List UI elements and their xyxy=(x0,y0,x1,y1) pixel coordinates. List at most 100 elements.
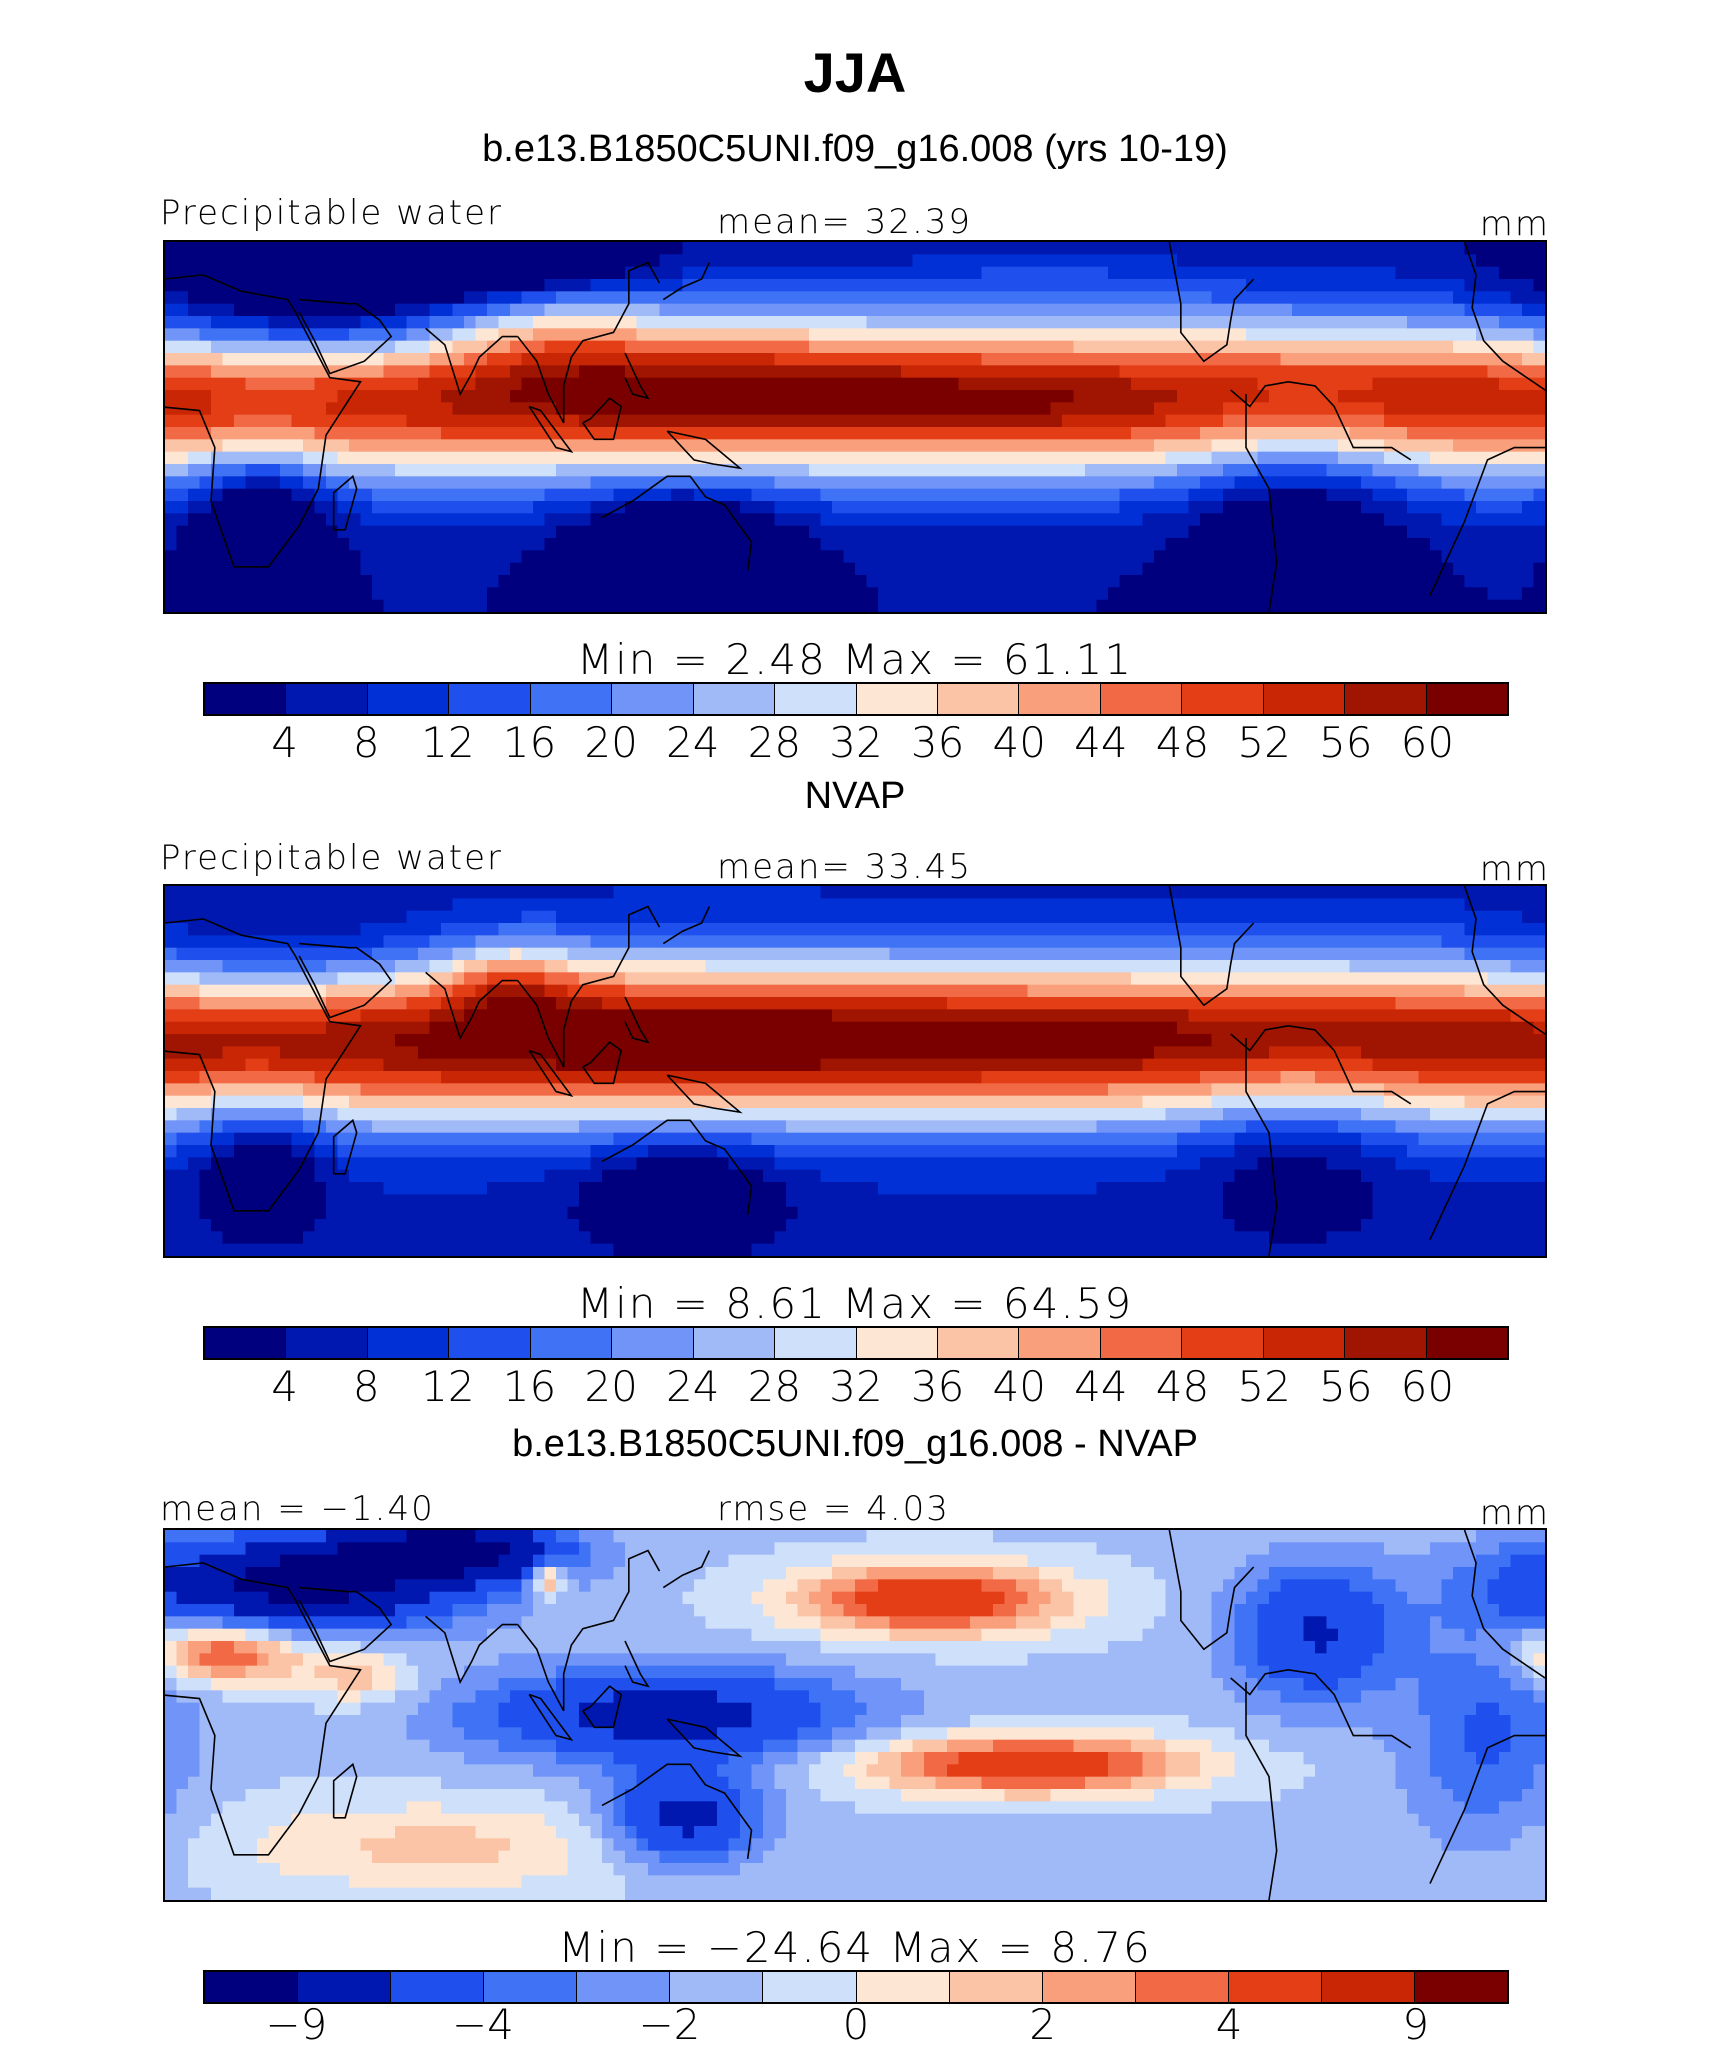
field-cell xyxy=(1108,377,1121,391)
field-cell xyxy=(613,279,626,293)
field-cell xyxy=(188,562,201,576)
field-cell xyxy=(1407,562,1420,576)
field-cell xyxy=(1039,439,1052,453)
field-cell xyxy=(832,328,845,342)
field-cell xyxy=(763,390,776,404)
field-cell xyxy=(165,1021,178,1035)
field-cell xyxy=(1234,390,1247,404)
field-cell xyxy=(820,427,833,441)
field-cell xyxy=(728,402,741,416)
field-cell xyxy=(1499,501,1512,515)
field-cell xyxy=(717,279,730,293)
field-cell xyxy=(211,1182,224,1196)
field-cell xyxy=(360,1132,373,1146)
field-cell xyxy=(533,587,546,601)
field-cell xyxy=(1384,303,1397,317)
field-cell xyxy=(659,587,672,601)
field-cell xyxy=(464,562,477,576)
field-cell xyxy=(1073,414,1086,428)
field-cell xyxy=(1177,390,1190,404)
field-cell xyxy=(866,316,879,330)
field-cell xyxy=(717,427,730,441)
field-cell xyxy=(429,1120,442,1134)
field-cell xyxy=(613,1194,626,1208)
field-cell xyxy=(521,451,534,465)
field-cell xyxy=(1487,279,1500,293)
field-cell xyxy=(648,1021,661,1035)
field-cell xyxy=(1050,279,1063,293)
field-cell xyxy=(257,1157,270,1171)
field-cell xyxy=(372,414,385,428)
field-cell xyxy=(1522,291,1535,305)
field-cell xyxy=(395,353,408,367)
field-cell xyxy=(1280,550,1293,564)
field-cell xyxy=(291,910,304,924)
field-cell xyxy=(1165,513,1178,527)
field-cell xyxy=(487,910,500,924)
field-cell xyxy=(613,377,626,391)
field-cell xyxy=(717,414,730,428)
field-cell xyxy=(993,464,1006,478)
field-cell xyxy=(866,365,879,379)
field-cell xyxy=(843,488,856,502)
field-cell xyxy=(544,525,557,539)
field-cell xyxy=(441,898,454,912)
field-cell xyxy=(303,242,316,256)
field-cell xyxy=(383,1009,396,1023)
field-cell xyxy=(372,910,385,924)
field-cell xyxy=(429,562,442,576)
field-cell xyxy=(418,1169,431,1183)
field-cell xyxy=(1039,279,1052,293)
field-cell xyxy=(291,427,304,441)
field-cell xyxy=(1384,365,1397,379)
field-cell xyxy=(866,513,879,527)
field-cell xyxy=(590,464,603,478)
field-cell xyxy=(889,575,902,589)
field-cell xyxy=(935,328,948,342)
field-cell xyxy=(280,303,293,317)
field-cell xyxy=(383,414,396,428)
field-cell xyxy=(602,427,615,441)
field-cell xyxy=(878,340,891,354)
field-cell xyxy=(774,279,787,293)
field-cell xyxy=(878,599,891,612)
field-cell xyxy=(521,1120,534,1134)
field-cell xyxy=(1234,303,1247,317)
field-cell xyxy=(314,1034,327,1048)
field-cell xyxy=(1016,340,1029,354)
field-cell xyxy=(510,1095,523,1109)
field-cell xyxy=(567,1034,580,1048)
field-cell xyxy=(556,390,569,404)
field-cell xyxy=(636,279,649,293)
field-cell xyxy=(199,935,212,949)
field-cell xyxy=(303,402,316,416)
field-cell xyxy=(1280,390,1293,404)
field-cell xyxy=(1280,365,1293,379)
field-cell xyxy=(337,1058,350,1072)
field-cell xyxy=(774,242,787,256)
field-cell xyxy=(648,1095,661,1109)
field-cell xyxy=(211,587,224,601)
field-cell xyxy=(1499,562,1512,576)
field-cell xyxy=(544,587,557,601)
field-cell xyxy=(395,1108,408,1122)
field-cell xyxy=(257,997,270,1011)
field-cell xyxy=(1211,266,1224,280)
field-cell xyxy=(602,414,615,428)
field-cell xyxy=(1349,279,1362,293)
field-cell xyxy=(1487,575,1500,589)
field-cell xyxy=(372,501,385,515)
field-cell xyxy=(544,464,557,478)
field-cell xyxy=(1142,414,1155,428)
field-cell xyxy=(395,279,408,293)
field-cell xyxy=(1027,550,1040,564)
field-cell xyxy=(234,488,247,502)
field-cell xyxy=(682,525,695,539)
field-cell xyxy=(602,1231,615,1245)
field-cell xyxy=(671,538,684,552)
field-cell xyxy=(222,947,235,961)
field-cell xyxy=(579,303,592,317)
colorbar-tick-label: 48 xyxy=(1155,718,1210,767)
field-cell xyxy=(303,451,316,465)
field-cell xyxy=(636,291,649,305)
